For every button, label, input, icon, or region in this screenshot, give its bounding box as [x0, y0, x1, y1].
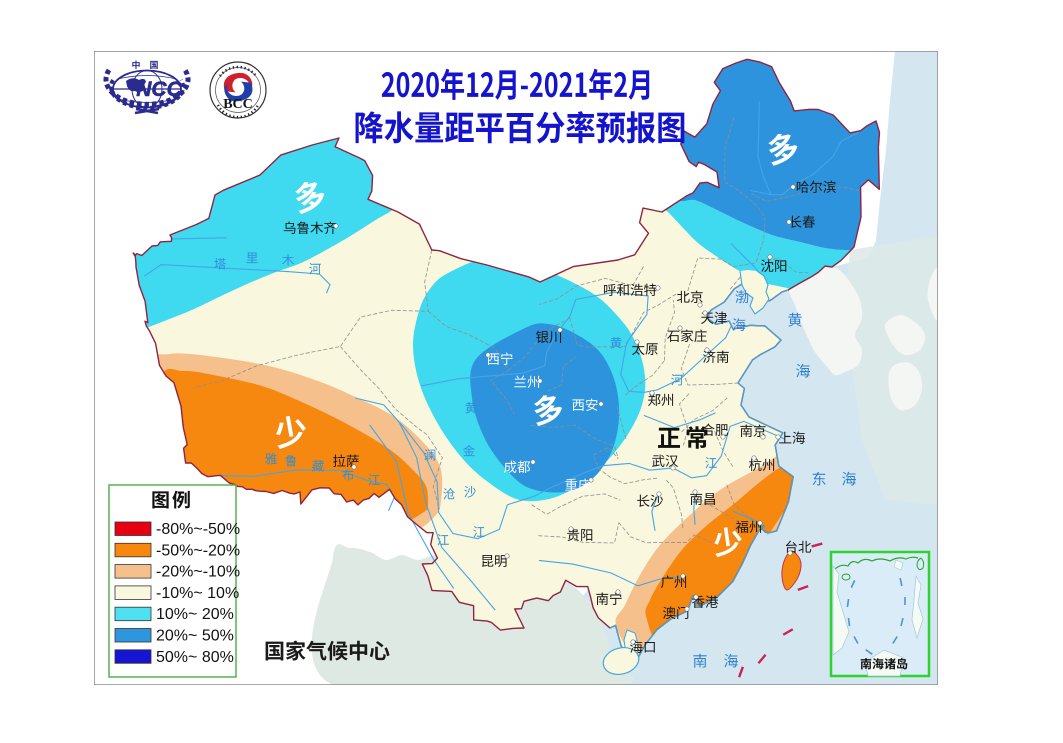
svg-text:50%~ 80%: 50%~ 80% [156, 649, 234, 666]
svg-text:-80%~-50%: -80%~-50% [156, 521, 240, 538]
svg-text:-20%~-10%: -20%~-10% [156, 564, 240, 581]
svg-text:20%~ 50%: 20%~ 50% [156, 628, 234, 645]
svg-text:10%~ 20%: 10%~ 20% [156, 606, 234, 623]
svg-text:-50%~-20%: -50%~-20% [156, 542, 240, 559]
svg-text:NCC: NCC [136, 78, 182, 101]
svg-text:-10%~ 10%: -10%~ 10% [156, 585, 239, 602]
svg-text:BCC: BCC [223, 97, 253, 112]
